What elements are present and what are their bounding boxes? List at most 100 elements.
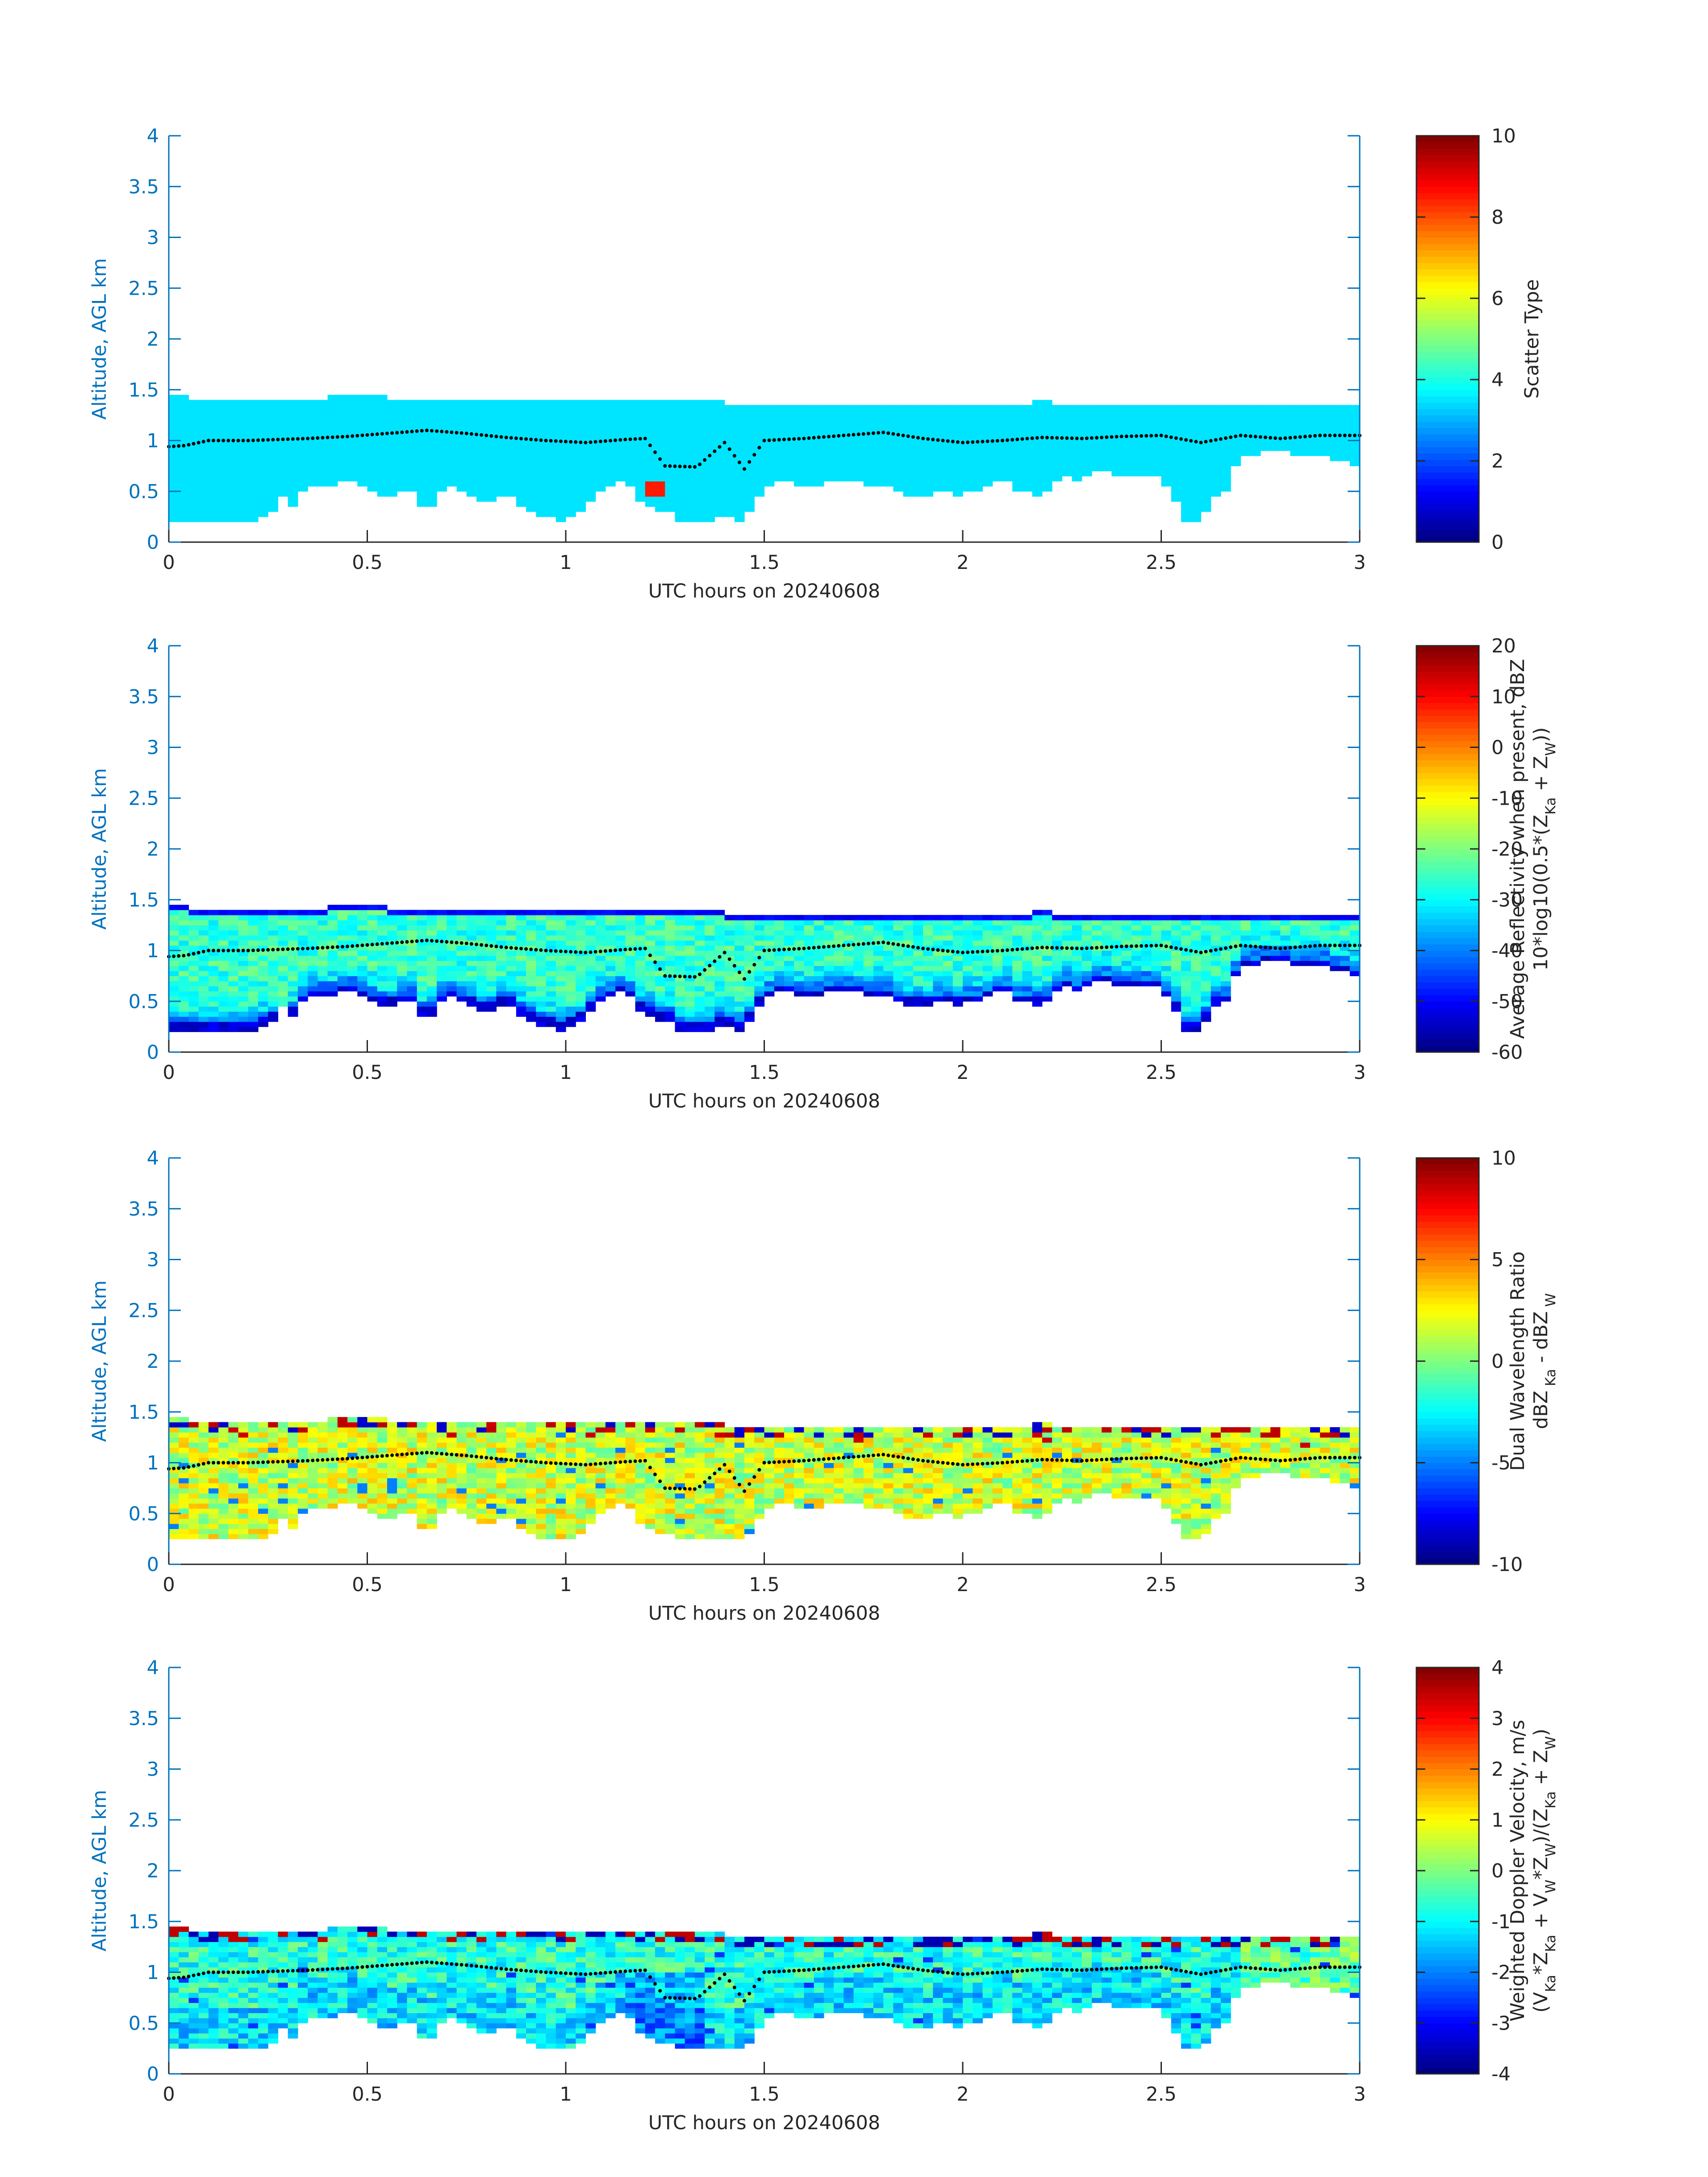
heatmap-cell xyxy=(1161,430,1172,436)
heatmap-cell xyxy=(625,955,636,961)
heatmap-cell xyxy=(1181,935,1191,941)
heatmap-cell xyxy=(1062,425,1073,431)
heatmap-cell xyxy=(784,451,794,456)
heatmap-cell xyxy=(576,400,586,405)
heatmap-cell xyxy=(238,1011,249,1017)
heatmap-cell xyxy=(853,976,864,982)
dot-point xyxy=(668,464,672,468)
heatmap-cell xyxy=(546,496,556,502)
heatmap-cell xyxy=(963,481,973,487)
heatmap-cell xyxy=(973,405,983,410)
heatmap-cell xyxy=(417,400,427,405)
heatmap-cell xyxy=(426,910,437,915)
heatmap-cell xyxy=(1171,915,1182,920)
heatmap-cell xyxy=(337,461,348,466)
heatmap-cell xyxy=(476,451,487,456)
heatmap-cell xyxy=(1042,430,1052,436)
heatmap-cell xyxy=(308,920,318,926)
heatmap-cell xyxy=(754,991,765,997)
dot-point xyxy=(688,465,692,469)
heatmap-cell xyxy=(1330,405,1341,410)
heatmap-cell xyxy=(407,945,418,951)
heatmap-cell xyxy=(595,415,606,421)
heatmap-cell xyxy=(188,1027,199,1032)
heatmap-cell xyxy=(943,471,953,476)
heatmap-cell xyxy=(823,955,834,961)
dot-point xyxy=(593,440,597,444)
heatmap-cell xyxy=(585,435,596,441)
heatmap-cell xyxy=(228,451,239,456)
heatmap-cell xyxy=(675,961,685,966)
dot-point xyxy=(852,433,856,437)
dot-point xyxy=(251,439,255,443)
heatmap-cell xyxy=(1002,451,1013,456)
dot-point xyxy=(1253,944,1257,949)
heatmap-cell xyxy=(1102,965,1112,971)
heatmap-cell xyxy=(625,471,636,476)
heatmap-cell xyxy=(714,440,725,446)
dot-point xyxy=(966,950,970,954)
heatmap-cell xyxy=(347,976,358,982)
heatmap-cell xyxy=(655,491,665,497)
heatmap-cell xyxy=(1012,935,1023,941)
heatmap-cell xyxy=(377,961,388,966)
heatmap-cell xyxy=(655,496,665,502)
heatmap-cell xyxy=(347,415,358,421)
heatmap-cell xyxy=(437,476,447,482)
heatmap-cell xyxy=(585,405,596,410)
heatmap-cell xyxy=(228,986,239,992)
heatmap-cell xyxy=(1082,425,1092,431)
heatmap-cell xyxy=(625,930,636,936)
heatmap-cell xyxy=(576,430,586,436)
heatmap-cell xyxy=(963,920,973,926)
heatmap-cell xyxy=(248,971,259,976)
heatmap-cell xyxy=(744,965,755,971)
heatmap-cell xyxy=(337,420,348,426)
heatmap-cell xyxy=(566,501,576,507)
heatmap-cell xyxy=(754,961,765,966)
heatmap-cell xyxy=(694,920,705,926)
heatmap-cell xyxy=(694,1006,705,1012)
dot-point xyxy=(802,946,806,950)
heatmap-cell xyxy=(1151,415,1162,421)
heatmap-cell xyxy=(844,476,854,482)
heatmap-cell xyxy=(645,915,656,920)
heatmap-cell xyxy=(992,410,1003,416)
heatmap-cell xyxy=(1131,420,1142,426)
heatmap-cell xyxy=(685,981,695,986)
heatmap-cell xyxy=(506,971,517,976)
heatmap-cell xyxy=(943,950,953,956)
heatmap-cell xyxy=(1280,930,1291,936)
heatmap-cell xyxy=(179,915,189,920)
colorbar-segment xyxy=(1416,804,1479,811)
dot-point xyxy=(311,436,315,440)
heatmap-cell xyxy=(705,945,715,951)
heatmap-cell xyxy=(595,971,606,976)
heatmap-cell xyxy=(893,405,904,410)
heatmap-cell xyxy=(357,910,368,915)
heatmap-cell xyxy=(407,440,418,446)
heatmap-cell xyxy=(447,991,457,997)
heatmap-cell xyxy=(903,925,914,931)
heatmap-cell xyxy=(1072,986,1082,992)
heatmap-cell xyxy=(476,476,487,482)
heatmap-cell xyxy=(1141,410,1152,416)
heatmap-cell xyxy=(844,915,854,920)
heatmap-cell xyxy=(1052,425,1062,431)
heatmap-cell xyxy=(685,945,695,951)
heatmap-cell xyxy=(1082,440,1092,446)
heatmap-cell xyxy=(268,481,279,487)
heatmap-cell xyxy=(268,971,279,976)
heatmap-cell xyxy=(1181,506,1191,512)
heatmap-cell xyxy=(238,935,249,941)
heatmap-cell xyxy=(774,940,785,946)
heatmap-cell xyxy=(297,455,308,461)
heatmap-cell xyxy=(169,491,179,497)
heatmap-cell xyxy=(1091,955,1102,961)
heatmap-cell xyxy=(297,950,308,956)
heatmap-cell xyxy=(248,455,259,461)
heatmap-cell xyxy=(685,410,695,416)
heatmap-cell xyxy=(1320,445,1330,451)
heatmap-cell xyxy=(555,955,566,961)
heatmap-cell xyxy=(655,981,665,986)
